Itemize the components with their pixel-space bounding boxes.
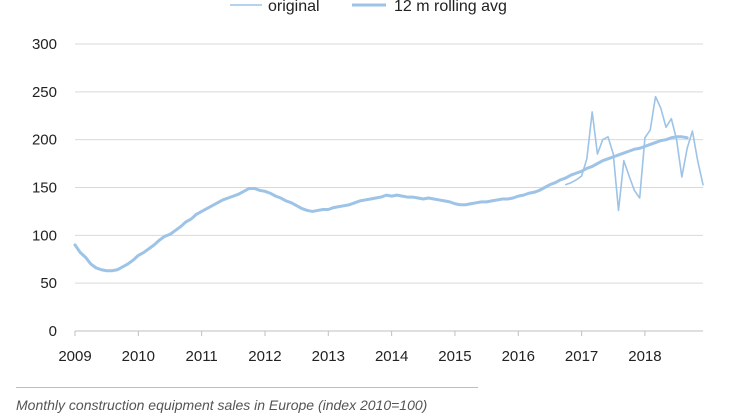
x-tick-label: 2011 xyxy=(186,348,218,365)
x-tick-label: 2009 xyxy=(58,348,91,365)
x-tick-label: 2013 xyxy=(312,348,345,365)
chart-caption: Monthly construction equipment sales in … xyxy=(16,397,428,413)
legend-label-rolling: 12 m rolling avg xyxy=(394,0,507,15)
legend-label-original: original xyxy=(268,0,320,15)
y-tick-label: 150 xyxy=(32,180,57,197)
x-tick-label: 2010 xyxy=(122,348,155,365)
y-axis: 0 50 100 150 200 250 300 xyxy=(32,36,57,340)
y-tick-label: 50 xyxy=(40,275,57,292)
x-tick-label: 2015 xyxy=(438,348,471,365)
y-tick-label: 0 xyxy=(49,323,57,340)
x-tick-label: 2014 xyxy=(375,348,408,365)
chart: original 12 m rolling avg 0 50 100 150 200 25… xyxy=(32,0,704,365)
y-tick-label: 250 xyxy=(32,84,57,101)
y-tick-label: 100 xyxy=(32,227,57,244)
plot-area xyxy=(73,95,704,273)
x-axis: 2009 2010 2011 2012 2013 2014 2015 2016 2017 2018 xyxy=(58,331,662,365)
x-tick-label: 2012 xyxy=(248,348,281,365)
y-tick-label: 300 xyxy=(32,36,57,53)
y-tick-label: 200 xyxy=(32,132,57,149)
caption-divider xyxy=(16,387,478,388)
series-line-rolling xyxy=(73,135,689,273)
legend: original 12 m rolling avg xyxy=(230,0,507,15)
x-tick-label: 2018 xyxy=(628,348,661,365)
series-line-original xyxy=(564,95,704,212)
gridlines xyxy=(75,43,703,332)
x-tick-label: 2017 xyxy=(565,348,598,365)
x-tick-label: 2016 xyxy=(502,348,535,365)
